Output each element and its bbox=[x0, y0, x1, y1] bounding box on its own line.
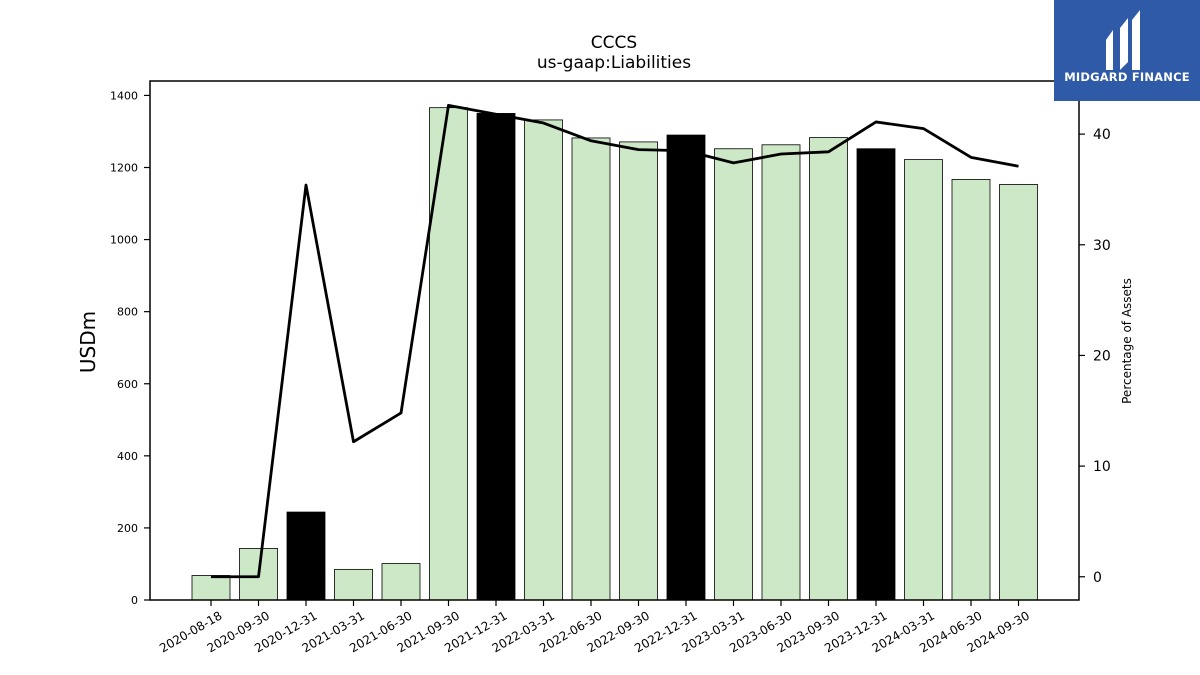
logo-mark-icon bbox=[1106, 10, 1140, 70]
x-axis: 2020-08-182020-09-302020-12-312021-03-31… bbox=[157, 600, 1032, 655]
y-tick-label: 1400 bbox=[110, 89, 138, 102]
y-tick-label: 0 bbox=[131, 594, 138, 607]
bar bbox=[714, 148, 753, 601]
y-axis-label: USDm bbox=[76, 311, 100, 373]
y2-tick-label: 0 bbox=[1093, 570, 1102, 586]
y2-tick-label: 10 bbox=[1093, 459, 1111, 475]
y2-axis-label: Percentage of Assets bbox=[1120, 278, 1134, 404]
bar bbox=[761, 144, 801, 601]
y2-tick-label: 20 bbox=[1093, 348, 1111, 364]
y-tick-label: 200 bbox=[117, 522, 138, 535]
bar bbox=[429, 107, 468, 601]
series-line bbox=[211, 103, 1019, 579]
bar bbox=[809, 137, 848, 601]
y-tick-label: 600 bbox=[117, 378, 138, 391]
y-axis: 0 200 400 600 800 1000 1200 1400 bbox=[110, 89, 150, 607]
bar bbox=[856, 148, 896, 601]
bar bbox=[904, 159, 943, 601]
y-tick-label: 800 bbox=[117, 306, 138, 319]
bar bbox=[619, 141, 658, 601]
y2-tick-label: 30 bbox=[1093, 238, 1111, 254]
bar bbox=[286, 511, 326, 601]
y2-tick-label: 40 bbox=[1093, 127, 1111, 143]
bars-layer bbox=[191, 107, 1038, 601]
bar bbox=[999, 184, 1038, 601]
y2-axis: 0 10 20 30 40 bbox=[1079, 127, 1111, 586]
bar bbox=[334, 568, 373, 601]
bar bbox=[524, 119, 563, 601]
plot-frame bbox=[149, 80, 1080, 601]
bar bbox=[951, 178, 991, 601]
chart-subtitle: us-gaap:Liabilities bbox=[537, 53, 691, 73]
y-tick-label: 1000 bbox=[110, 234, 138, 247]
bar bbox=[476, 113, 516, 601]
brand-logo: MIDGARD FINANCE bbox=[1054, 0, 1200, 101]
y-tick-label: 1200 bbox=[110, 162, 138, 175]
line-layer bbox=[211, 103, 1019, 579]
logo-text: MIDGARD FINANCE bbox=[1064, 70, 1190, 84]
bar bbox=[666, 134, 706, 601]
bar bbox=[571, 137, 611, 601]
bar bbox=[381, 563, 421, 601]
y-tick-label: 400 bbox=[117, 450, 138, 463]
chart-title: CCCS bbox=[591, 33, 637, 53]
bar bbox=[191, 575, 231, 601]
